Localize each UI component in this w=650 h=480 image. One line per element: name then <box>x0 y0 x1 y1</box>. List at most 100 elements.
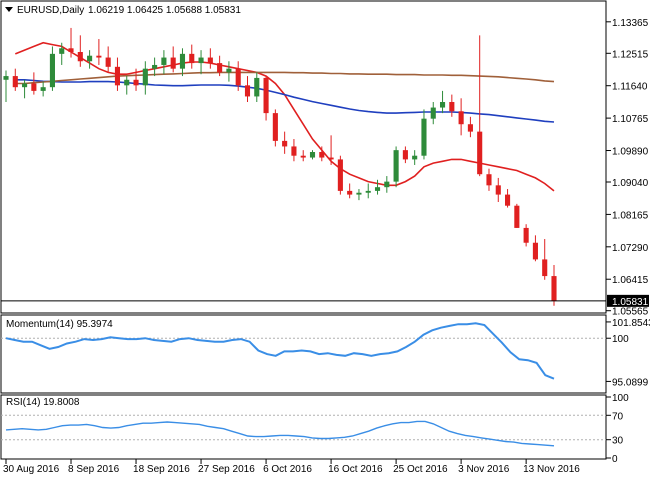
date-tick-label: 13 Nov 2016 <box>523 464 580 475</box>
candle-body <box>532 242 538 260</box>
candle-body <box>207 57 213 64</box>
momentum-tick-label: 95.0899 <box>612 377 649 388</box>
candle-body <box>477 131 483 175</box>
candle-body <box>133 79 139 86</box>
candle-body <box>495 185 501 195</box>
price-tick-label: 1.10765 <box>612 114 649 125</box>
candle-body <box>514 205 520 228</box>
ma-line-2 <box>15 79 555 123</box>
candle-body <box>179 53 186 69</box>
candle-body <box>68 48 74 52</box>
candle-body <box>49 53 55 88</box>
price-tick-label: 1.09040 <box>612 178 649 189</box>
ohlc-values: 1.06219 1.06425 1.05688 1.05831 <box>88 5 241 16</box>
moving-averages <box>14 41 555 192</box>
candle-body <box>374 187 381 191</box>
price-tick-label: 1.09890 <box>612 147 649 158</box>
candle-body <box>105 57 111 67</box>
candle-body <box>402 150 408 160</box>
candle-body <box>551 276 557 301</box>
candle-body <box>412 155 418 160</box>
rsi-line <box>5 420 555 447</box>
candle-body <box>170 57 176 69</box>
candle-body <box>393 150 399 182</box>
candle-body <box>337 159 343 191</box>
current-price-label: 1.05831 <box>612 297 649 308</box>
rsi-tick-label: 100 <box>612 393 629 404</box>
candle-body <box>244 85 251 97</box>
candle-body <box>439 102 446 108</box>
candle-body <box>226 68 232 73</box>
candle-body <box>235 68 241 86</box>
candle-body <box>3 76 9 80</box>
candle-body <box>263 77 269 114</box>
candle-body <box>486 174 492 186</box>
candle-body <box>40 87 46 91</box>
rsi-grid <box>1 414 606 441</box>
candle-body <box>467 124 473 132</box>
candle-body <box>430 107 436 119</box>
symbol-label: EURUSD,Daily <box>17 5 84 16</box>
date-tick-label: 3 Nov 2016 <box>458 464 510 475</box>
collapse-arrow-icon[interactable] <box>5 7 13 12</box>
candle-body <box>198 57 204 64</box>
candle-body <box>542 259 548 277</box>
candle-body <box>282 140 288 147</box>
candle-body <box>421 118 427 156</box>
rsi-panel-frame <box>0 394 607 460</box>
candle-body <box>217 63 223 73</box>
candle-body <box>87 55 93 62</box>
momentum-line <box>5 322 555 380</box>
momentum-tick-label: 101.8543 <box>612 318 650 329</box>
candle-body <box>31 83 37 91</box>
current-price-box <box>607 294 649 307</box>
candlesticks <box>3 27 557 306</box>
date-tick-label: 30 Aug 2016 <box>3 464 60 475</box>
candle-body <box>300 155 306 158</box>
candle-body <box>124 79 130 86</box>
price-axis: 1.13365 1.12515 1.11640 1.10765 1.09890 1.090… <box>606 18 649 318</box>
candle-body <box>291 146 297 156</box>
candle-body <box>254 77 260 97</box>
candle-body <box>142 68 148 86</box>
candle-body <box>328 157 334 160</box>
date-tick-label: 27 Sep 2016 <box>198 464 255 475</box>
candle-body <box>319 152 325 158</box>
candle-body <box>449 102 455 112</box>
candle-body <box>22 83 28 88</box>
date-tick-label: 8 Sep 2016 <box>68 464 120 475</box>
candle-body <box>309 152 316 158</box>
date-axis: 30 Aug 2016 8 Sep 2016 18 Sep 2016 27 Sep 2… <box>3 459 580 475</box>
candle-body <box>77 52 83 62</box>
rsi-tick-label: 30 <box>612 436 624 447</box>
candle-body <box>356 192 362 195</box>
momentum-title: Momentum(14) 95.3974 <box>6 319 113 330</box>
candle-body <box>347 190 353 195</box>
candle-body <box>458 111 464 125</box>
price-tick-label: 1.07290 <box>612 243 649 254</box>
rsi-tick-label: 70 <box>612 411 624 422</box>
candle-body <box>505 194 511 206</box>
candle-body <box>365 190 371 193</box>
price-tick-label: 1.08165 <box>612 210 649 221</box>
candle-body <box>96 55 102 58</box>
candle-body <box>272 113 278 141</box>
candle-body <box>114 66 121 86</box>
candle-body <box>161 57 167 65</box>
date-tick-label: 6 Oct 2016 <box>263 464 312 475</box>
ma-line-3 <box>15 71 555 85</box>
price-tick-label: 1.13365 <box>612 18 649 29</box>
rsi-tick-label: 0 <box>612 454 618 465</box>
candle-body <box>12 76 18 88</box>
momentum-tick-label: 100 <box>612 334 629 345</box>
rsi-title: RSI(14) 19.8008 <box>6 397 80 408</box>
candle-body <box>59 48 65 54</box>
candle-body <box>384 181 390 188</box>
candle-body <box>523 227 529 243</box>
momentum-axis: 101.8543 100 95.0899 <box>606 318 650 388</box>
date-tick-label: 25 Oct 2016 <box>393 464 448 475</box>
rsi-axis: 100 70 30 0 <box>606 393 629 465</box>
date-tick-label: 18 Sep 2016 <box>133 464 190 475</box>
price-tick-label: 1.11640 <box>612 82 648 93</box>
date-tick-label: 16 Oct 2016 <box>328 464 383 475</box>
